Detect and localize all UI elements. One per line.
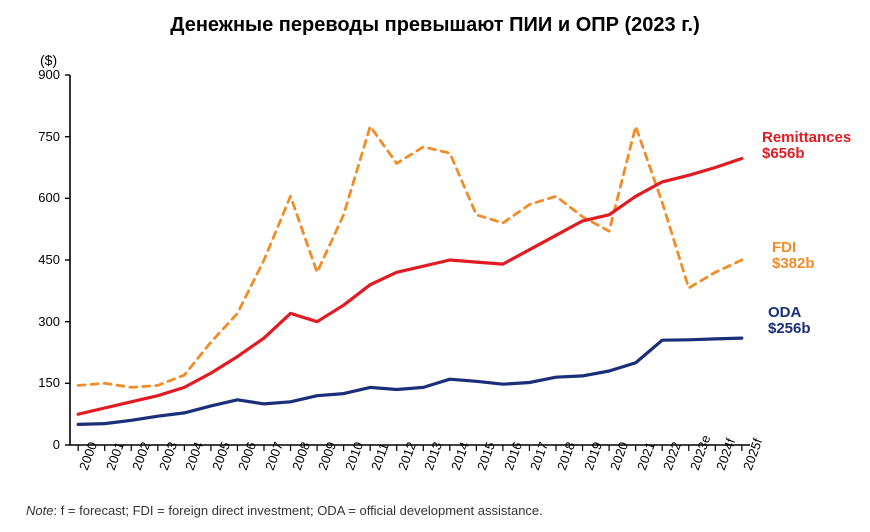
series-label-oda: ODA $256b [768, 305, 811, 337]
series-label-line: $382b [772, 255, 815, 272]
y-tick-label: 450 [0, 252, 60, 267]
footnote-prefix: Note [26, 503, 53, 518]
series-label-fdi: FDI $382b [772, 240, 815, 272]
series-label-line: FDI [772, 239, 796, 256]
y-tick-label: 600 [0, 190, 60, 205]
series-label-line: ODA [768, 304, 801, 321]
y-tick-label: 750 [0, 129, 60, 144]
chart-container: Денежные переводы превышают ПИИ и ОПР (2… [0, 0, 870, 532]
series-label-line: $656b [762, 145, 805, 162]
y-tick-label: 150 [0, 375, 60, 390]
footnote-text: : f = forecast; FDI = foreign direct inv… [53, 503, 542, 518]
y-tick-label: 300 [0, 314, 60, 329]
series-label-line: Remittances [762, 129, 851, 146]
chart-footnote: Note: f = forecast; FDI = foreign direct… [26, 503, 543, 518]
y-tick-label: 900 [0, 67, 60, 82]
y-tick-label: 0 [0, 437, 60, 452]
series-label-line: $256b [768, 320, 811, 337]
series-label-remittances: Remittances $656b [762, 130, 851, 162]
